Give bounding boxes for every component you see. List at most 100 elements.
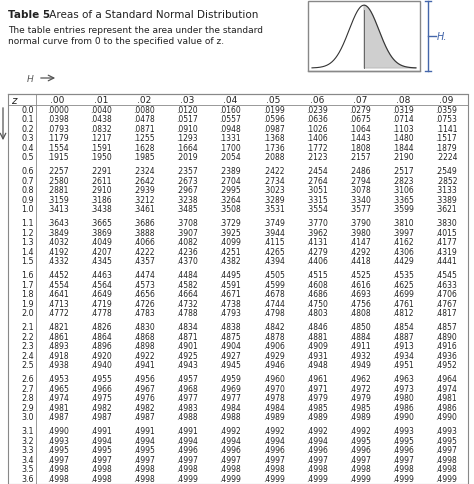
- Text: 2.7: 2.7: [21, 384, 34, 393]
- Text: .1255: .1255: [133, 134, 155, 143]
- Text: .4793: .4793: [219, 309, 241, 318]
- Text: .3770: .3770: [306, 219, 328, 228]
- Text: .4564: .4564: [90, 280, 112, 289]
- Text: .0832: .0832: [90, 124, 111, 134]
- Text: .0160: .0160: [219, 106, 241, 115]
- Text: .4996: .4996: [392, 445, 414, 454]
- Text: .4983: .4983: [176, 403, 198, 412]
- Text: .4987: .4987: [90, 412, 112, 422]
- Text: .4972: .4972: [349, 384, 371, 393]
- Text: 0.0: 0.0: [21, 106, 34, 115]
- Text: .4767: .4767: [436, 299, 457, 308]
- Text: .3686: .3686: [133, 219, 155, 228]
- Text: .3212: .3212: [133, 196, 155, 204]
- Text: .3621: .3621: [436, 205, 457, 214]
- Text: .4966: .4966: [90, 384, 112, 393]
- Text: .0596: .0596: [263, 115, 284, 124]
- Text: .4573: .4573: [133, 280, 155, 289]
- Text: .4990: .4990: [46, 426, 69, 436]
- Text: .4345: .4345: [90, 257, 112, 266]
- Text: 3.2: 3.2: [21, 436, 34, 445]
- Text: 2.4: 2.4: [21, 351, 34, 360]
- Text: .0319: .0319: [392, 106, 414, 115]
- Text: .4951: .4951: [392, 361, 414, 369]
- Text: .1026: .1026: [306, 124, 328, 134]
- Text: .4998: .4998: [133, 474, 155, 483]
- Text: .4973: .4973: [392, 384, 414, 393]
- Text: .2794: .2794: [349, 176, 371, 185]
- Text: .4998: .4998: [392, 464, 414, 473]
- Text: .4922: .4922: [133, 351, 155, 360]
- Text: .4625: .4625: [392, 280, 414, 289]
- Text: .4997: .4997: [349, 455, 371, 464]
- Text: .4989: .4989: [263, 412, 284, 422]
- Text: .4887: .4887: [392, 332, 414, 341]
- Text: .4545: .4545: [436, 271, 457, 280]
- Text: .4964: .4964: [436, 375, 457, 383]
- Text: .4998: .4998: [436, 464, 457, 473]
- Text: .4997: .4997: [133, 455, 155, 464]
- Text: .3830: .3830: [436, 219, 457, 228]
- Text: .3790: .3790: [349, 219, 371, 228]
- Text: .4896: .4896: [90, 342, 112, 350]
- Text: .4978: .4978: [263, 393, 284, 402]
- Text: .2881: .2881: [47, 186, 68, 195]
- Text: .4177: .4177: [436, 238, 457, 247]
- Text: .4985: .4985: [349, 403, 371, 412]
- Text: .3944: .3944: [263, 228, 284, 237]
- Text: .2422: .2422: [263, 167, 284, 176]
- Text: .1985: .1985: [133, 153, 155, 162]
- Text: .4999: .4999: [306, 474, 328, 483]
- Text: .1141: .1141: [436, 124, 457, 134]
- Text: .4994: .4994: [219, 436, 241, 445]
- Text: .0478: .0478: [133, 115, 155, 124]
- Text: .4909: .4909: [306, 342, 328, 350]
- Text: .4236: .4236: [176, 247, 198, 256]
- Text: .1736: .1736: [263, 143, 284, 152]
- Text: .4798: .4798: [263, 309, 284, 318]
- Text: .4292: .4292: [349, 247, 371, 256]
- Text: .4744: .4744: [263, 299, 284, 308]
- Text: .4948: .4948: [306, 361, 328, 369]
- Text: .4995: .4995: [90, 445, 112, 454]
- Text: .4306: .4306: [392, 247, 414, 256]
- Text: .4817: .4817: [436, 309, 457, 318]
- Text: .4986: .4986: [436, 403, 457, 412]
- Text: .4382: .4382: [219, 257, 241, 266]
- Text: .4971: .4971: [306, 384, 328, 393]
- Text: .4032: .4032: [47, 238, 68, 247]
- Text: .2190: .2190: [392, 153, 414, 162]
- Text: .3997: .3997: [392, 228, 414, 237]
- Text: .4803: .4803: [306, 309, 328, 318]
- Text: .3962: .3962: [306, 228, 328, 237]
- Text: .4713: .4713: [47, 299, 68, 308]
- Text: 3.6: 3.6: [21, 474, 34, 483]
- Text: .4999: .4999: [219, 474, 241, 483]
- Text: .1480: .1480: [392, 134, 414, 143]
- Text: 3.1: 3.1: [21, 426, 34, 436]
- Text: .0753: .0753: [436, 115, 457, 124]
- Text: .4147: .4147: [349, 238, 371, 247]
- Text: .3869: .3869: [90, 228, 112, 237]
- Text: .4049: .4049: [90, 238, 112, 247]
- Text: .4992: .4992: [349, 426, 371, 436]
- Text: 1.0: 1.0: [21, 205, 34, 214]
- Text: .3531: .3531: [263, 205, 284, 214]
- Text: .4998: .4998: [176, 464, 198, 473]
- Text: .4664: .4664: [176, 290, 198, 299]
- Text: .4997: .4997: [436, 445, 457, 454]
- Text: .4913: .4913: [392, 342, 414, 350]
- Text: z: z: [11, 95, 17, 106]
- Text: .4484: .4484: [176, 271, 198, 280]
- Text: .4778: .4778: [90, 309, 112, 318]
- Text: .4207: .4207: [90, 247, 112, 256]
- Text: .4656: .4656: [133, 290, 155, 299]
- Text: .4875: .4875: [219, 332, 241, 341]
- Text: .2357: .2357: [176, 167, 198, 176]
- Text: .4977: .4977: [219, 393, 241, 402]
- Text: .4808: .4808: [349, 309, 371, 318]
- Text: 0.9: 0.9: [21, 196, 34, 204]
- Text: .4783: .4783: [133, 309, 155, 318]
- Text: .3888: .3888: [133, 228, 155, 237]
- Text: 1.6: 1.6: [21, 271, 34, 280]
